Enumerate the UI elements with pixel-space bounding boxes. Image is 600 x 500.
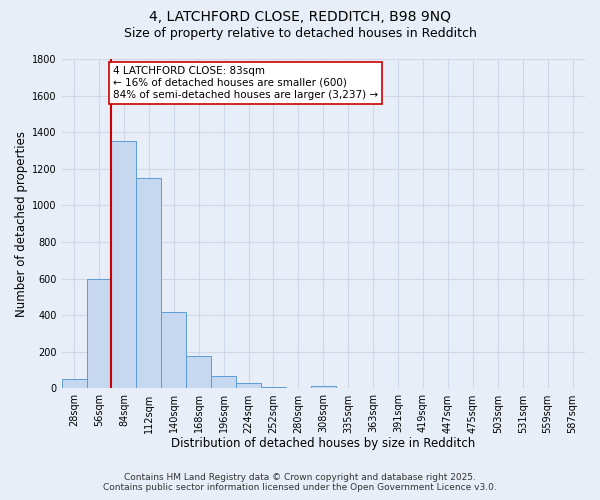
Bar bbox=[62, 380, 86, 388]
Bar bbox=[211, 376, 236, 388]
Bar bbox=[311, 386, 336, 388]
Bar bbox=[86, 278, 112, 388]
Text: 4 LATCHFORD CLOSE: 83sqm
← 16% of detached houses are smaller (600)
84% of semi-: 4 LATCHFORD CLOSE: 83sqm ← 16% of detach… bbox=[113, 66, 378, 100]
Text: Size of property relative to detached houses in Redditch: Size of property relative to detached ho… bbox=[124, 28, 476, 40]
Bar bbox=[112, 142, 136, 388]
Bar bbox=[186, 356, 211, 388]
Bar bbox=[236, 383, 261, 388]
Bar bbox=[261, 386, 286, 388]
Bar bbox=[136, 178, 161, 388]
Bar bbox=[161, 312, 186, 388]
Y-axis label: Number of detached properties: Number of detached properties bbox=[15, 130, 28, 316]
X-axis label: Distribution of detached houses by size in Redditch: Distribution of detached houses by size … bbox=[171, 437, 475, 450]
Text: Contains HM Land Registry data © Crown copyright and database right 2025.
Contai: Contains HM Land Registry data © Crown c… bbox=[103, 473, 497, 492]
Text: 4, LATCHFORD CLOSE, REDDITCH, B98 9NQ: 4, LATCHFORD CLOSE, REDDITCH, B98 9NQ bbox=[149, 10, 451, 24]
